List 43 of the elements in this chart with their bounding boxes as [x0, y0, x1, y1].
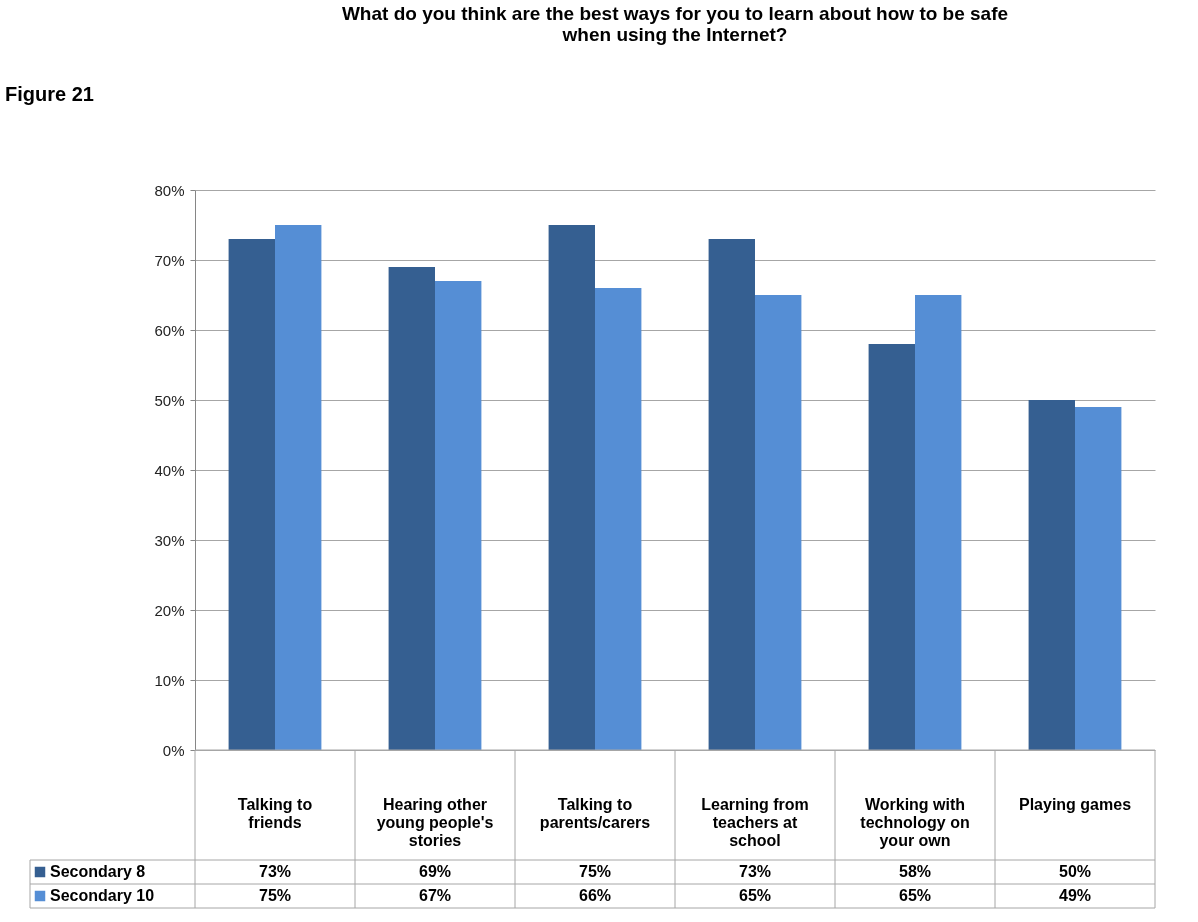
x-tick-label: Working with technology on your own: [860, 796, 970, 849]
data-label: 73%: [258, 863, 292, 880]
y-tick-label: 80%: [154, 181, 185, 199]
data-label: 73%: [738, 863, 772, 880]
y-tick-label: 60%: [154, 321, 185, 339]
x-tick-label: Learning from teachers at school: [701, 796, 809, 849]
x-tick-label: Talking to parents/carers: [539, 796, 651, 831]
y-tick-label: 0%: [162, 741, 185, 759]
y-tick-label: 20%: [154, 601, 185, 619]
bar: [275, 225, 322, 750]
x-tick-label: Talking to friends: [237, 796, 313, 831]
bar: [388, 267, 435, 750]
data-label: 65%: [738, 887, 772, 904]
bar: [868, 344, 915, 750]
y-tick-label: 30%: [154, 531, 185, 549]
caption: Figure 21: [5, 83, 94, 105]
bar: [548, 225, 595, 750]
y-tick-label: 10%: [154, 671, 185, 689]
bar: [708, 239, 755, 750]
data-label: 65%: [898, 887, 932, 904]
x-tick-label: Hearing other young people's stories: [376, 796, 494, 849]
bar: [755, 295, 802, 750]
bar: [228, 239, 275, 750]
data-label: 75%: [578, 863, 612, 880]
bar: [595, 288, 642, 750]
data-label: 58%: [898, 863, 932, 880]
data-label: 66%: [578, 887, 612, 904]
bar: [1075, 407, 1122, 750]
bar: [435, 281, 482, 750]
legend-label: Secondary 8: [50, 863, 146, 880]
bar: [1028, 400, 1075, 750]
y-tick-label: 50%: [154, 391, 185, 409]
x-tick-label: Playing games: [1018, 796, 1132, 813]
y-tick-label: 70%: [154, 251, 185, 269]
data-label: 75%: [258, 887, 292, 904]
bar: [915, 295, 962, 750]
chart-title: What do you think are the best ways for you to learn about how to be safe when using the Internet?: [341, 3, 1009, 45]
data-label: 49%: [1058, 887, 1092, 904]
data-label: 67%: [418, 887, 452, 904]
data-label: 69%: [418, 863, 452, 880]
data-label: 50%: [1058, 863, 1092, 880]
y-tick-label: 40%: [154, 461, 185, 479]
legend-label: Secondary 10: [50, 887, 155, 904]
